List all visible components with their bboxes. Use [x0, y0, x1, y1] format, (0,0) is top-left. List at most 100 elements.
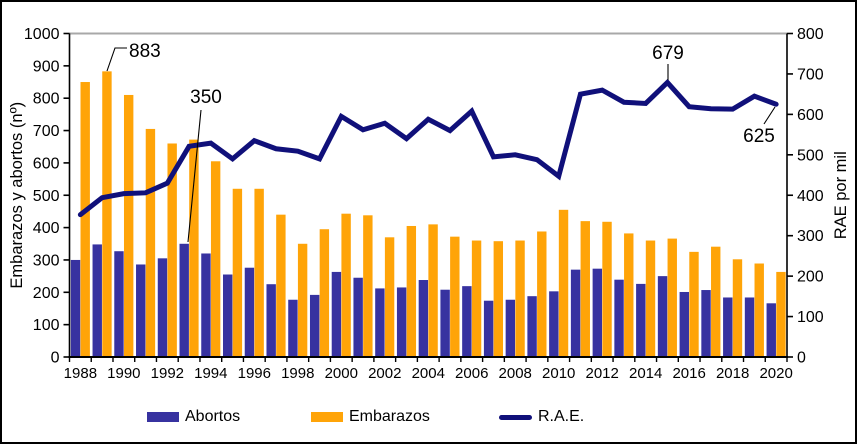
annotation-label-625: 625 — [743, 126, 775, 147]
bar-embarazos-1997 — [276, 214, 286, 357]
bar-abortos-2009 — [527, 296, 537, 357]
bar-abortos-1995 — [223, 274, 233, 357]
legend-label-embarazos: Embarazos — [349, 408, 430, 425]
x-tick-label: 2010 — [542, 365, 575, 382]
x-tick-label: 1990 — [107, 365, 140, 382]
bar-embarazos-1990 — [123, 94, 134, 358]
bar-abortos-1990 — [114, 251, 124, 357]
bar-abortos-2007 — [483, 300, 494, 357]
bar-abortos-1994 — [201, 253, 211, 357]
x-tick-label: 2012 — [586, 365, 619, 382]
bar-abortos-1998 — [288, 299, 298, 357]
left-tick-label: 500 — [33, 188, 60, 205]
left-tick-label: 1000 — [24, 26, 60, 43]
x-tick-label: 1988 — [64, 365, 97, 382]
left-tick-label: 700 — [33, 123, 60, 140]
x-tick-label: 2020 — [759, 365, 792, 382]
left-tick-label: 900 — [33, 58, 60, 75]
bar-abortos-2013 — [614, 279, 624, 357]
annotation-leader-883 — [106, 47, 127, 72]
bar-abortos-1996 — [244, 267, 255, 357]
bar-embarazos-2000 — [341, 213, 351, 357]
bar-abortos-2006 — [462, 286, 472, 357]
annotation-leader-350 — [187, 109, 202, 243]
bar-embarazos-2001 — [363, 215, 373, 357]
left-tick-label: 0 — [51, 350, 60, 367]
bar-embarazos-1994 — [210, 161, 221, 357]
left-tick-label: 800 — [33, 91, 60, 108]
legend-item-rae: R.A.E. — [499, 406, 584, 428]
right-tick-label: 800 — [797, 26, 824, 43]
bar-embarazos-1993 — [189, 139, 199, 357]
bar-embarazos-2020 — [776, 271, 786, 357]
bar-embarazos-2006 — [471, 240, 482, 357]
x-tick-label: 2018 — [716, 365, 749, 382]
bar-embarazos-2019 — [754, 263, 764, 357]
right-tick-label: 600 — [797, 107, 824, 124]
bar-embarazos-1999 — [319, 229, 330, 357]
bar-embarazos-1988 — [80, 82, 90, 358]
annotation-leader-625 — [763, 106, 776, 125]
left-tick-label: 200 — [33, 285, 60, 302]
right-tick-label: 700 — [797, 66, 824, 83]
legend-item-abortos: Abortos — [147, 406, 240, 428]
left-tick-label: 300 — [33, 252, 60, 269]
bar-abortos-2018 — [723, 297, 733, 357]
bar-embarazos-1995 — [232, 188, 243, 357]
bar-embarazos-2012 — [602, 221, 612, 357]
legend-label-rae: R.A.E. — [538, 408, 585, 425]
embarazos-bars — [80, 71, 786, 358]
bar-abortos-1989 — [92, 244, 102, 357]
bar-abortos-2005 — [440, 289, 450, 357]
bar-abortos-1997 — [266, 284, 276, 357]
right-tick-label: 300 — [797, 228, 824, 245]
legend-item-embarazos: Embarazos — [311, 406, 430, 428]
bar-embarazos-2003 — [406, 225, 417, 357]
bar-abortos-1992 — [157, 258, 168, 357]
bar-abortos-2019 — [744, 297, 755, 357]
bar-embarazos-2016 — [689, 251, 699, 357]
bar-embarazos-2011 — [580, 221, 590, 357]
right-tick-label: 500 — [797, 147, 824, 164]
chart-canvas: 0 100 200 300 400 500 600 700 800 900 1000 0 100 200 3… — [8, 26, 850, 382]
bar-abortos-2010 — [549, 291, 559, 357]
x-tick-label: 2000 — [325, 365, 358, 382]
bar-abortos-2004 — [418, 280, 429, 357]
bar-embarazos-2002 — [384, 237, 395, 357]
annotation-label-350: 350 — [190, 87, 222, 108]
left-axis-title: Embarazos y abortos (nº) — [8, 102, 26, 289]
bar-embarazos-2004 — [428, 224, 438, 357]
bar-abortos-1991 — [136, 264, 146, 357]
left-tick-label: 100 — [33, 317, 60, 334]
bar-embarazos-2009 — [537, 231, 547, 357]
x-tick-label: 1998 — [281, 365, 314, 382]
bar-abortos-1999 — [309, 294, 320, 357]
bar-abortos-2014 — [636, 283, 646, 357]
bar-abortos-2016 — [679, 291, 689, 357]
abortos-swatch — [147, 412, 179, 422]
right-axis-ticks: 0 100 200 300 400 500 600 700 800 — [787, 26, 824, 367]
bar-abortos-2003 — [396, 287, 407, 357]
right-tick-label: 200 — [797, 269, 824, 286]
bar-abortos-2017 — [701, 290, 711, 357]
x-tick-label: 2002 — [368, 365, 401, 382]
bar-abortos-2015 — [657, 276, 668, 358]
rae-line-swatch — [499, 414, 532, 420]
bar-embarazos-2013 — [624, 233, 634, 357]
right-tick-label: 0 — [797, 350, 806, 367]
bar-abortos-1993 — [179, 243, 189, 357]
bar-embarazos-2017 — [711, 246, 721, 357]
bar-embarazos-1991 — [145, 128, 156, 357]
annotations: 883 350 679 625 — [106, 41, 776, 243]
bar-embarazos-1998 — [297, 243, 308, 357]
bar-embarazos-1989 — [102, 71, 112, 357]
rae-line — [77, 78, 779, 218]
bar-embarazos-2018 — [732, 259, 743, 357]
x-tick-label: 1994 — [194, 365, 227, 382]
bar-embarazos-2015 — [667, 238, 677, 357]
bar-abortos-2008 — [505, 299, 516, 357]
annotation-label-883: 883 — [129, 41, 161, 62]
x-tick-label: 2006 — [455, 365, 488, 382]
bar-abortos-2011 — [570, 269, 581, 357]
